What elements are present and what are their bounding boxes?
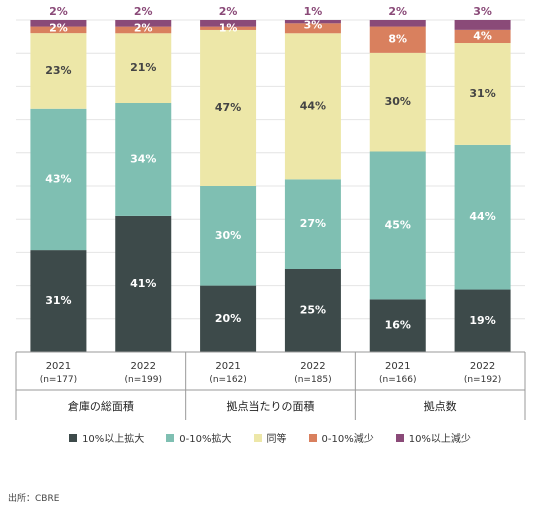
data-label: 41% — [130, 277, 156, 290]
bar-segment — [369, 20, 426, 27]
bar-segment — [115, 103, 172, 216]
bar-segment — [115, 20, 172, 27]
source-note: 出所：CBRE — [8, 494, 60, 504]
bar-segment — [284, 269, 341, 352]
data-label: 44% — [469, 210, 495, 223]
data-label: 3% — [473, 5, 492, 18]
bar-segment — [30, 26, 87, 34]
legend-label: 10%以上拡大 — [82, 434, 145, 445]
legend-entry: 0-10%拡大 — [166, 430, 232, 445]
bar-segment — [284, 33, 341, 180]
legend-entry: 10%以上拡大 — [69, 430, 144, 445]
data-label: 8% — [388, 33, 407, 46]
bar-segment — [369, 299, 426, 352]
bar-segment — [454, 20, 511, 30]
bar-segment — [200, 26, 257, 30]
tick-label: 2022 — [470, 361, 495, 372]
legend-swatch — [308, 433, 317, 442]
legend-swatch — [166, 433, 175, 442]
data-label: 2% — [134, 5, 153, 18]
bar-segment — [284, 179, 341, 269]
bar-segment — [30, 250, 87, 352]
data-label: 45% — [385, 218, 411, 231]
bar-segment — [200, 285, 257, 352]
tick-label: 2022 — [131, 361, 156, 372]
data-label: 25% — [300, 304, 326, 317]
data-label: 34% — [130, 152, 156, 165]
data-label: 2% — [219, 5, 238, 18]
tick-label: (n=166) — [379, 375, 416, 385]
legend-swatch — [395, 433, 404, 442]
group-label: 拠点数 — [424, 400, 457, 413]
group-label: 倉庫の総面積 — [68, 399, 134, 413]
bar-segment — [454, 144, 511, 290]
bar-segment — [30, 20, 87, 27]
bar-segment — [454, 289, 511, 352]
legend-entry: 同等 — [253, 430, 287, 445]
data-label: 4% — [473, 29, 492, 42]
stacked-bar-chart: 31% 43% 23% 2% 2% 2021 (n=177) 41% 34% 21% 2% 2% 202… — [15, 5, 526, 420]
data-label: 1% — [219, 22, 238, 35]
data-label: 16% — [385, 319, 411, 332]
tick-label: 2021 — [215, 361, 240, 372]
data-label: 2% — [134, 22, 153, 35]
group-label: 拠点当たりの面積 — [227, 399, 315, 413]
bar-segment — [200, 20, 257, 27]
data-label: 30% — [215, 229, 241, 242]
bar-segment — [115, 215, 172, 352]
data-label: 20% — [215, 312, 241, 325]
data-label: 43% — [45, 172, 71, 185]
tick-label: 2021 — [385, 361, 410, 372]
bar-segment — [369, 26, 426, 53]
bar-segment — [30, 33, 87, 109]
data-label: 44% — [300, 99, 326, 112]
data-label: 31% — [469, 87, 495, 100]
data-label: 31% — [45, 294, 71, 307]
tick-label: (n=177) — [40, 375, 77, 385]
data-label: 2% — [49, 5, 68, 18]
legend-label: 10%以上減少 — [408, 434, 471, 445]
bar-segment — [454, 29, 511, 44]
data-label: 19% — [469, 314, 495, 327]
data-label: 47% — [215, 101, 241, 114]
data-label: 30% — [385, 95, 411, 108]
bar-segment — [284, 20, 341, 24]
data-label: 2% — [49, 22, 68, 35]
bar-segment — [115, 26, 172, 34]
bar-segment — [115, 33, 172, 103]
tick-label: (n=199) — [125, 375, 162, 385]
legend-label: 0-10%拡大 — [179, 434, 232, 445]
bar-segment — [200, 186, 257, 286]
bar-segment — [200, 29, 257, 187]
bar-segment — [30, 108, 87, 251]
tick-label: (n=192) — [464, 375, 501, 385]
data-label: 23% — [45, 64, 71, 77]
data-label: 27% — [300, 217, 326, 230]
legend-swatch — [69, 433, 78, 442]
data-label: 3% — [304, 18, 323, 31]
data-label: 21% — [130, 61, 156, 74]
tick-label: (n=162) — [209, 375, 246, 385]
tick-label: (n=185) — [294, 375, 331, 385]
legend-swatch — [253, 433, 262, 442]
legend-entry: 10%以上減少 — [395, 430, 471, 445]
legend-label: 0-10%減少 — [321, 434, 374, 445]
legend-entry: 0-10%減少 — [308, 430, 374, 445]
tick-label: 2021 — [46, 361, 71, 372]
data-label: 1% — [304, 5, 323, 18]
bar-segment — [369, 151, 426, 300]
bar-segment — [284, 23, 341, 34]
legend-label: 同等 — [266, 434, 287, 445]
bar-segment — [454, 43, 511, 145]
legend: 10%以上拡大 0-10%拡大 同等 0-10%減少 10%以上減少 — [0, 430, 540, 445]
tick-label: 2022 — [300, 361, 325, 372]
bar-segment — [369, 52, 426, 152]
data-label: 2% — [388, 5, 407, 18]
